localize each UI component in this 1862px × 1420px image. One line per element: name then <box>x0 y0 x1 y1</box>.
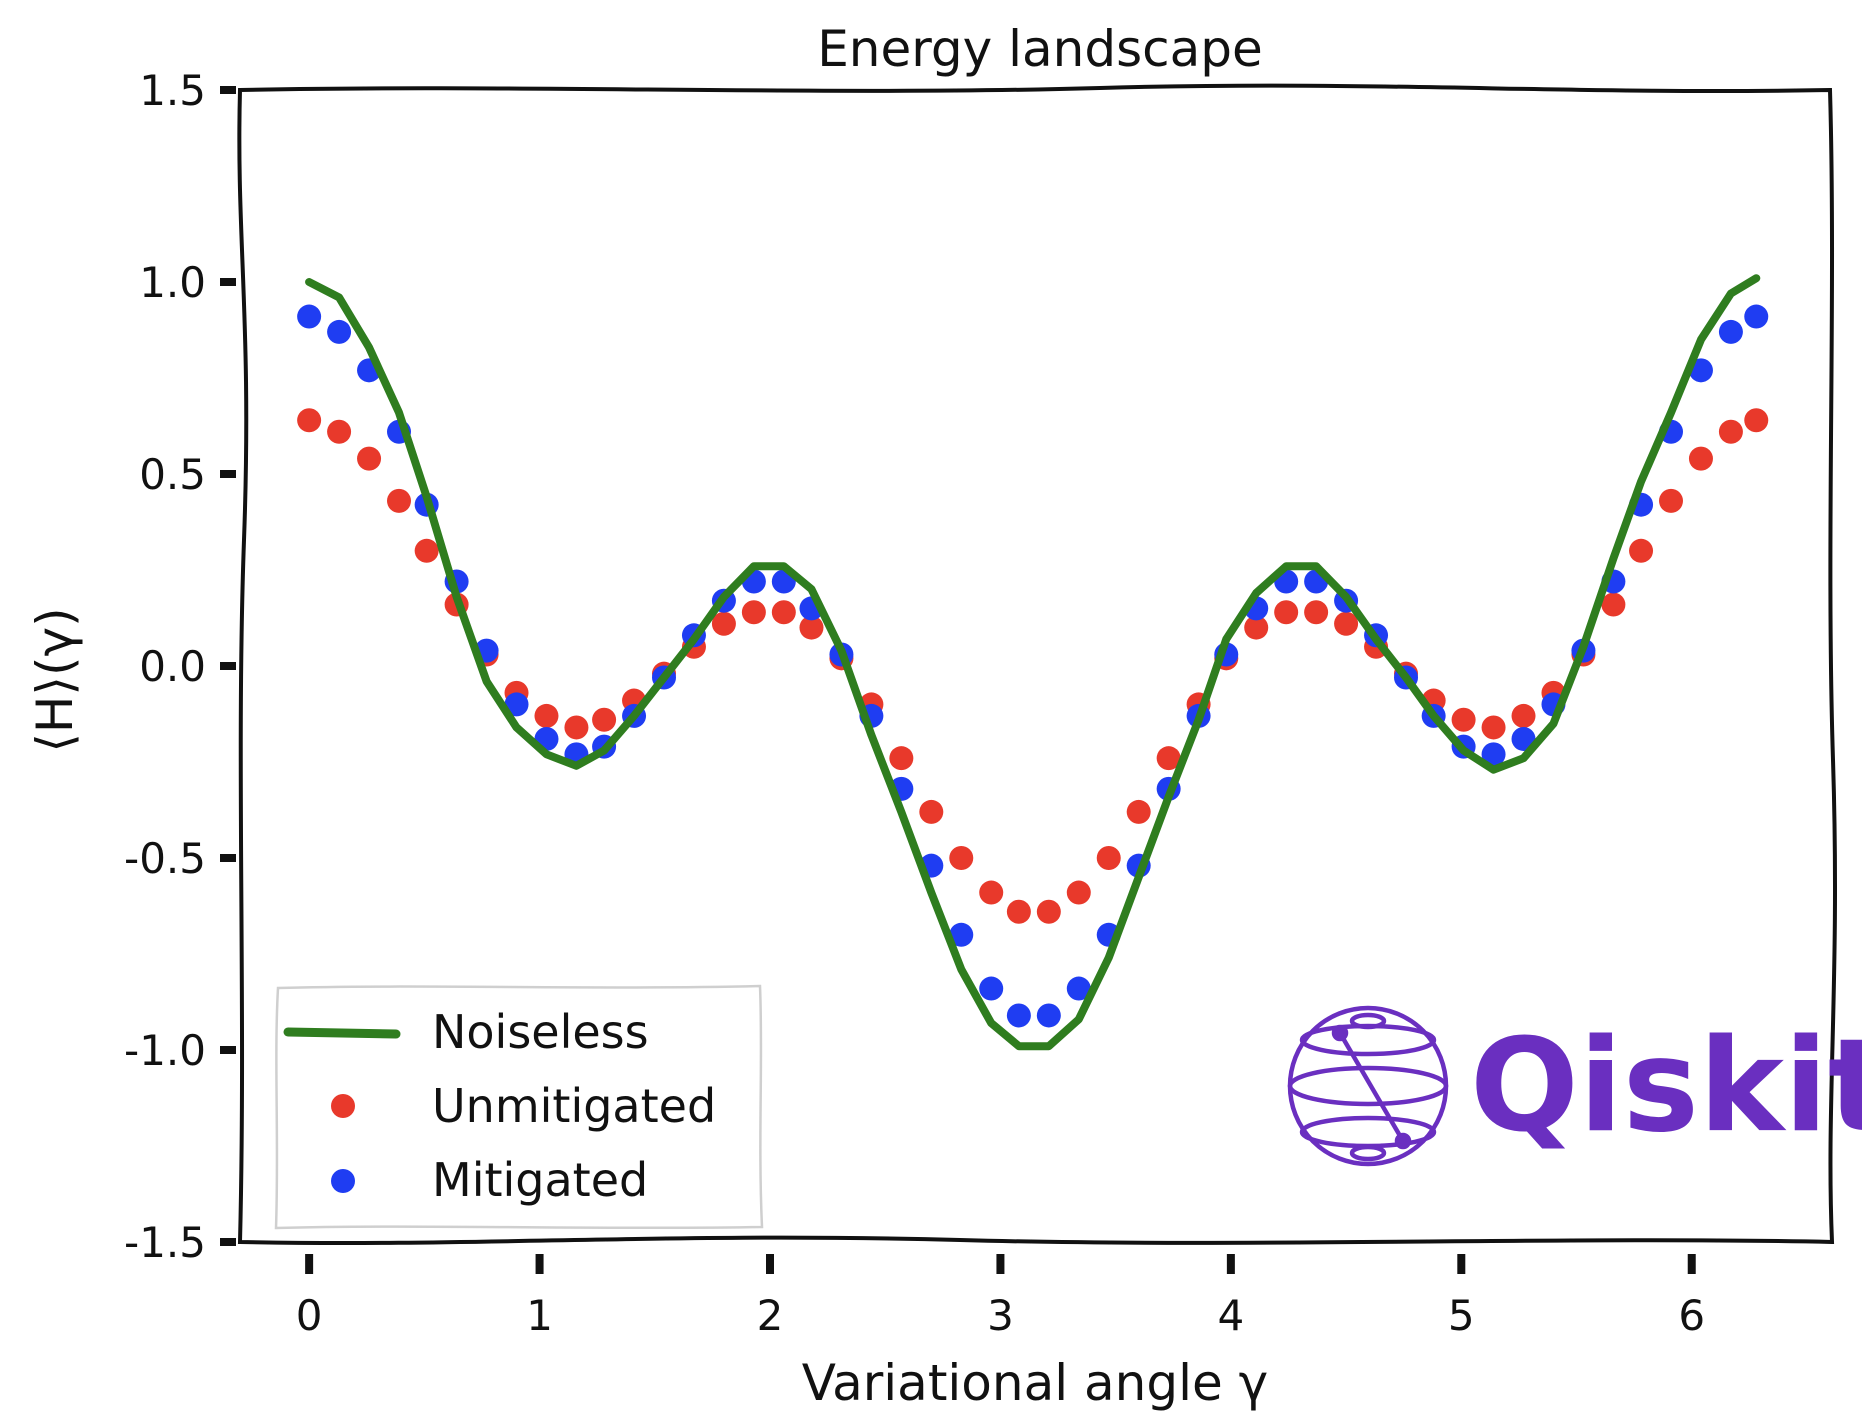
y-axis-ticks: 1.5 1.0 0.5 0.0 -0.5 -1.0 -1.5 <box>124 66 236 1267</box>
y-tick-label: -0.5 <box>124 834 206 883</box>
x-tick-label: 5 <box>1448 1291 1475 1340</box>
unmitigated-point <box>387 488 411 513</box>
mitigated-point <box>504 692 529 717</box>
mitigated-point <box>297 304 322 329</box>
unmitigated-point <box>564 715 589 740</box>
qiskit-logo: Qiskit <box>1287 1005 1862 1167</box>
unmitigated-point <box>711 611 736 636</box>
unmitigated-point <box>592 707 617 732</box>
unmitigated-point <box>1481 715 1506 740</box>
series-mitigated-points <box>297 304 1769 1028</box>
chart-title: Energy landscape <box>817 20 1263 78</box>
unmitigated-point <box>889 746 914 771</box>
mitigated-point <box>1511 726 1536 751</box>
unmitigated-point <box>1126 799 1151 824</box>
y-tick-label: 1.5 <box>139 66 206 115</box>
x-axis-ticks: 0 1 2 3 4 5 6 <box>296 1254 1705 1340</box>
mitigated-point <box>1006 1003 1031 1028</box>
mitigated-point <box>1481 742 1506 767</box>
unmitigated-point <box>799 615 824 640</box>
y-tick-label: -1.5 <box>124 1218 206 1267</box>
mitigated-point <box>1744 304 1769 329</box>
unmitigated-point <box>534 703 559 728</box>
series-noiseless-line <box>305 274 1761 1051</box>
unmitigated-point <box>1744 408 1769 433</box>
unmitigated-point <box>327 419 352 444</box>
unmitigated-point <box>949 846 974 870</box>
y-tick-label: 0.5 <box>139 450 206 499</box>
y-tick-label: -1.0 <box>124 1026 206 1075</box>
unmitigated-point <box>979 880 1004 905</box>
unmitigated-point <box>1244 615 1269 640</box>
legend: Noiseless Unmitigated Mitigated <box>274 984 764 1230</box>
x-tick-label: 1 <box>526 1291 553 1340</box>
unmitigated-point <box>741 600 766 625</box>
legend-box <box>274 984 764 1230</box>
mitigated-point <box>327 319 352 344</box>
mitigated-point <box>1718 319 1743 344</box>
unmitigated-point <box>1066 880 1091 905</box>
y-tick-label: 1.0 <box>139 258 206 307</box>
unmitigated-point <box>1096 846 1121 870</box>
unmitigated-point <box>1688 446 1713 471</box>
series-layer <box>297 274 1769 1051</box>
y-tick-label: 0.0 <box>139 642 206 691</box>
series-unmitigated-points <box>297 408 1769 924</box>
bloch-sphere-icon <box>1287 1005 1449 1167</box>
x-tick-label: 6 <box>1678 1291 1705 1340</box>
qiskit-wordmark: Qiskit <box>1470 1012 1862 1161</box>
x-tick-label: 2 <box>757 1291 784 1340</box>
unmitigated-point <box>1156 746 1181 771</box>
unmitigated-point <box>1511 703 1536 728</box>
unmitigated-point <box>1304 600 1329 625</box>
legend-label-unmitigated: Unmitigated <box>432 1079 716 1133</box>
unmitigated-point <box>1036 899 1061 924</box>
unmitigated-point <box>1601 592 1626 617</box>
unmitigated-point <box>1274 600 1299 625</box>
unmitigated-point <box>1006 899 1031 924</box>
unmitigated-point <box>414 538 439 563</box>
x-tick-label: 0 <box>296 1291 323 1340</box>
x-axis-label: Variational angle γ <box>802 1354 1268 1412</box>
mitigated-point <box>979 976 1004 1001</box>
legend-mitigated-swatch <box>331 1169 355 1193</box>
unmitigated-point <box>297 408 322 433</box>
mitigated-point <box>949 922 974 947</box>
unmitigated-point <box>1451 707 1476 732</box>
y-axis-label: ⟨H⟩(γ) <box>26 607 84 752</box>
x-tick-label: 3 <box>987 1291 1014 1340</box>
x-tick-label: 4 <box>1218 1291 1245 1340</box>
plot-frame <box>237 83 1837 1246</box>
mitigated-point <box>1036 1003 1061 1028</box>
unmitigated-point <box>1718 419 1743 444</box>
mitigated-point <box>1066 976 1091 1001</box>
unmitigated-point <box>919 799 944 824</box>
legend-unmitigated-swatch <box>331 1094 355 1118</box>
unmitigated-point <box>771 600 796 625</box>
legend-label-noiseless: Noiseless <box>432 1005 649 1059</box>
unmitigated-point <box>1659 488 1683 513</box>
unmitigated-point <box>1334 611 1359 636</box>
legend-label-mitigated: Mitigated <box>432 1153 648 1207</box>
unmitigated-point <box>357 446 382 471</box>
legend-noiseless-swatch <box>283 1027 401 1039</box>
unmitigated-point <box>1629 538 1654 563</box>
